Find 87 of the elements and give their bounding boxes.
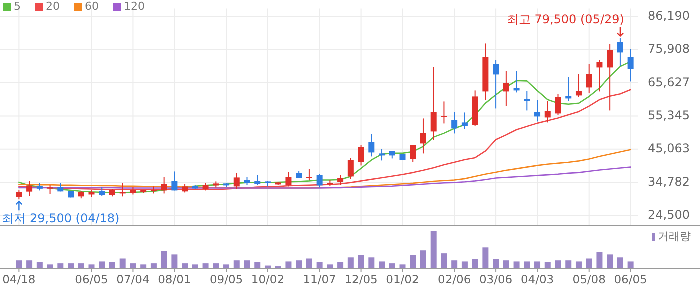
bar <box>68 264 74 268</box>
bar <box>462 262 468 268</box>
bar <box>596 252 603 268</box>
bar <box>534 262 541 268</box>
bar <box>379 262 386 268</box>
bar <box>78 264 84 268</box>
bar <box>358 255 364 268</box>
legend: 거래량 <box>652 230 691 244</box>
x-tick-label: 07/04 <box>116 272 150 286</box>
bar <box>586 258 592 268</box>
x-tick-label: 11/07 <box>303 272 336 286</box>
bar <box>524 262 530 268</box>
bar <box>182 264 188 268</box>
bar <box>430 231 437 268</box>
bar <box>338 262 344 268</box>
bar <box>410 255 416 268</box>
bar <box>109 262 116 268</box>
bar <box>617 258 624 268</box>
bar <box>286 262 292 268</box>
bar <box>130 264 136 268</box>
bar <box>161 251 168 268</box>
bar <box>36 262 43 268</box>
bar <box>16 260 22 268</box>
y-tick-label: 86,190 <box>648 8 690 23</box>
bar <box>316 262 323 268</box>
bar <box>544 262 551 268</box>
bar <box>420 250 426 268</box>
bar <box>493 259 500 268</box>
bar <box>555 260 562 268</box>
x-tick-label: 05/08 <box>572 272 606 286</box>
legend-label: 거래량 <box>658 230 691 244</box>
bar <box>368 258 375 268</box>
bar <box>150 264 157 268</box>
bar <box>244 260 250 268</box>
legend-label: 5 <box>14 0 21 14</box>
bar <box>213 264 220 268</box>
x-tick-label: 03/06 <box>479 272 513 286</box>
bar <box>472 259 478 268</box>
bar <box>224 264 230 268</box>
bar <box>452 260 458 268</box>
bar <box>99 262 106 268</box>
bar <box>503 260 510 268</box>
x-tick-label: 06/05 <box>75 272 108 286</box>
annotation: 최고 79,500 (05/29) <box>506 12 624 26</box>
bar <box>58 264 64 268</box>
bar <box>192 264 198 268</box>
bar <box>348 258 354 268</box>
x-tick-label: 12/05 <box>344 272 378 286</box>
bar <box>140 264 147 268</box>
annotation: 최저 29,500 (04/18) <box>2 212 120 226</box>
bar <box>400 264 406 268</box>
bar <box>607 254 614 268</box>
bar <box>389 264 396 268</box>
x-tick-label: 04/18 <box>2 272 36 286</box>
bar <box>482 248 489 268</box>
legend-label: 120 <box>124 0 145 14</box>
x-tick-label: 06/05 <box>614 272 648 286</box>
bar <box>234 260 240 268</box>
bar <box>306 258 312 268</box>
x-tick-label: 10/02 <box>251 272 285 286</box>
x-tick-label: 08/01 <box>158 272 192 286</box>
bar <box>26 260 33 268</box>
x-tick-label: 02/06 <box>438 272 472 286</box>
bar <box>296 260 302 268</box>
bar <box>576 262 582 268</box>
bar <box>202 264 209 268</box>
y-tick-label: 75,908 <box>648 42 690 56</box>
bar <box>254 262 261 268</box>
bar <box>327 264 334 268</box>
bar <box>172 254 178 268</box>
bar <box>120 258 126 268</box>
y-tick-label: 24,500 <box>648 208 690 222</box>
bar <box>88 264 95 268</box>
x-tick-label: 09/05 <box>210 272 244 286</box>
bar <box>628 262 634 268</box>
x-tick-label: 04/03 <box>520 272 554 286</box>
x-tick-label: 01/02 <box>386 272 420 286</box>
bar <box>441 254 448 268</box>
y-tick-label: 34,782 <box>648 174 690 189</box>
y-tick-label: 45,063 <box>648 142 690 156</box>
bar <box>47 264 54 268</box>
bar <box>566 260 572 268</box>
legend-label: 60 <box>85 0 99 14</box>
y-tick-label: 65,627 <box>648 75 690 90</box>
y-tick-label: 55,345 <box>648 108 690 122</box>
bar <box>514 262 520 268</box>
legend-label: 20 <box>46 0 60 14</box>
